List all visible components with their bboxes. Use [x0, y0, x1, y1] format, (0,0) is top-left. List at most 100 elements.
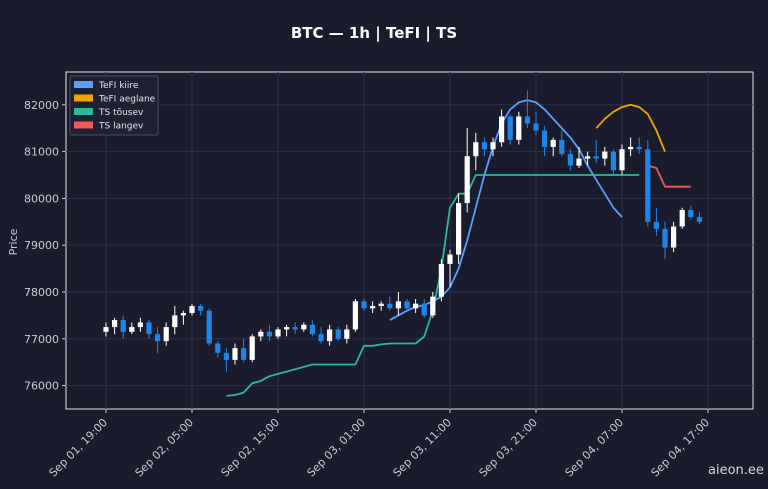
candle-body [447, 254, 453, 264]
candle-body [361, 301, 367, 309]
candle-body [679, 210, 685, 227]
candle-body [593, 156, 599, 159]
legend: TeFI kiire TeFI aeglane TS tõusev TS langev [69, 75, 159, 136]
candle-body [576, 158, 582, 166]
candle-body [662, 228, 668, 248]
x-tick-label: Sep 03, 11:00 [391, 416, 455, 480]
x-tick-label: Sep 03, 21:00 [477, 416, 541, 480]
candle-body [464, 156, 470, 204]
candle-body [499, 116, 505, 143]
candle-body [327, 329, 333, 342]
x-tick-label: Sep 02, 15:00 [219, 416, 283, 480]
y-tick-label: 82000 [24, 99, 59, 112]
y-axis: 76000 77000 78000 79000 80000 81000 82000 [24, 99, 66, 393]
legend-swatch [74, 108, 93, 115]
legend-swatch [74, 94, 93, 102]
candle-body [180, 313, 186, 316]
candle-body [404, 301, 410, 309]
candle-body [155, 334, 161, 342]
candle-body [671, 226, 677, 248]
y-tick-label: 78000 [24, 286, 59, 299]
candle-body [249, 336, 255, 360]
candle-body [559, 139, 565, 154]
candle-body [413, 303, 419, 309]
y-tick-label: 76000 [24, 380, 59, 393]
candle-body [619, 149, 625, 171]
candle-body [628, 146, 634, 150]
candle-body [112, 320, 118, 328]
legend-label: TeFI kiire [98, 81, 139, 91]
y-tick-label: 77000 [24, 333, 59, 346]
watermark: aieon.ee [708, 463, 764, 478]
x-tick-label: Sep 01, 19:00 [47, 416, 111, 480]
candle-body [653, 221, 659, 229]
y-tick-label: 80000 [24, 192, 59, 205]
candle-body [189, 306, 195, 314]
candle-body [344, 329, 350, 339]
candle-body [636, 146, 642, 150]
candle-body [318, 334, 324, 342]
candle-body [172, 315, 178, 328]
candle-body [516, 116, 522, 140]
candle-body [335, 329, 341, 339]
y-tick-label: 79000 [24, 239, 59, 252]
candle-body [421, 303, 427, 316]
candle-body [206, 310, 212, 344]
candle-body [542, 130, 548, 147]
series-line-tefi-kiire [389, 99, 623, 321]
candle-body [284, 327, 290, 330]
candle-body [602, 151, 608, 159]
candle-body [567, 153, 573, 166]
legend-swatch [74, 121, 93, 129]
y-tick-label: 81000 [24, 146, 59, 159]
candle-body [232, 348, 238, 360]
candle-body [198, 306, 204, 311]
legend-label: TS langev [98, 122, 144, 132]
candle-body [370, 306, 376, 309]
candle-body [378, 303, 384, 307]
y-axis-label: Price [7, 228, 20, 255]
candle-body [550, 139, 556, 147]
candle-body [438, 263, 444, 297]
candle-body [301, 324, 307, 330]
x-tick-label: Sep 03, 01:00 [305, 416, 369, 480]
candle-body [129, 327, 135, 332]
candle-body [430, 296, 436, 316]
chart-title: BTC — 1h | TeFI | TS [291, 24, 457, 43]
x-tick-label: Sep 04, 07:00 [563, 416, 627, 480]
legend-swatch [74, 81, 93, 88]
candle-body [120, 320, 126, 332]
candle-body [481, 142, 487, 150]
candle-body [507, 116, 513, 140]
candle-body [688, 210, 694, 218]
grid-lines [66, 72, 753, 409]
candle-body [456, 203, 462, 255]
candle-body [533, 123, 539, 131]
candle-body [387, 303, 393, 309]
candle-body [645, 149, 651, 222]
legend-label: TeFI aeglane [98, 95, 156, 105]
candle-body [266, 331, 272, 337]
candle-body [137, 322, 143, 328]
x-tick-label: Sep 04, 17:00 [649, 416, 713, 480]
candle-body [352, 301, 358, 330]
candle-body [223, 352, 229, 360]
candle-body [610, 151, 616, 171]
candle-body [292, 327, 298, 330]
candle-body [215, 343, 221, 353]
candle-body [275, 329, 281, 337]
series-line-ts-langev [647, 164, 691, 188]
x-axis: Sep 01, 19:00 Sep 02, 05:00 Sep 02, 15:00 S… [47, 409, 713, 480]
candles [103, 90, 702, 372]
legend-label: TS tõusev [98, 108, 144, 118]
candle-body [258, 331, 264, 337]
candle-body [490, 142, 496, 150]
candle-body [241, 348, 247, 360]
candle-body [524, 116, 530, 124]
x-tick-label: Sep 02, 05:00 [133, 416, 197, 480]
candle-body [309, 324, 315, 335]
series-line-tefi-aeglane [595, 103, 666, 152]
plot-area [65, 71, 754, 410]
candle-body [163, 327, 169, 342]
